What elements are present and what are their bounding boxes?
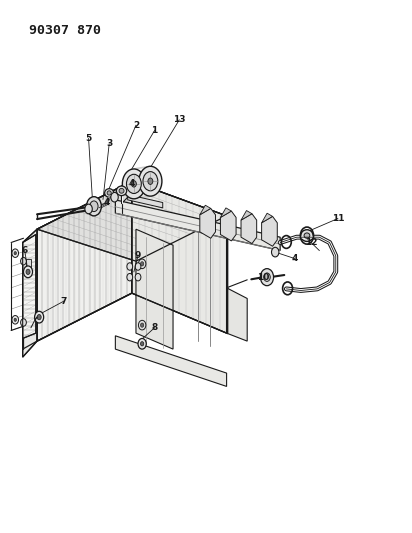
Polygon shape — [37, 181, 132, 341]
Text: 4: 4 — [104, 198, 110, 207]
Circle shape — [26, 269, 30, 274]
Circle shape — [138, 320, 146, 330]
Circle shape — [138, 259, 146, 269]
Text: 10: 10 — [258, 273, 270, 281]
Polygon shape — [23, 235, 36, 338]
Circle shape — [14, 318, 16, 321]
Circle shape — [12, 316, 19, 324]
Polygon shape — [241, 211, 252, 220]
Text: 6: 6 — [21, 246, 28, 255]
Polygon shape — [23, 229, 37, 357]
Text: 2: 2 — [133, 121, 139, 130]
Text: 5: 5 — [85, 134, 92, 143]
Circle shape — [127, 263, 133, 270]
Ellipse shape — [301, 230, 313, 241]
Circle shape — [87, 197, 101, 216]
Circle shape — [35, 311, 44, 323]
Circle shape — [272, 247, 279, 257]
Circle shape — [260, 269, 274, 286]
Circle shape — [23, 266, 33, 278]
Circle shape — [122, 169, 145, 199]
Polygon shape — [200, 205, 211, 215]
Circle shape — [143, 172, 158, 191]
Text: 9: 9 — [135, 252, 141, 260]
Circle shape — [90, 201, 98, 212]
Circle shape — [131, 181, 136, 187]
Polygon shape — [136, 229, 173, 349]
Polygon shape — [115, 336, 227, 386]
Circle shape — [111, 192, 118, 202]
Circle shape — [140, 262, 144, 266]
Text: 4: 4 — [129, 180, 135, 188]
Polygon shape — [241, 214, 257, 244]
Polygon shape — [262, 216, 277, 246]
Polygon shape — [37, 181, 227, 261]
Circle shape — [21, 319, 26, 326]
Circle shape — [127, 273, 133, 281]
Text: 1: 1 — [151, 126, 158, 135]
Text: 11: 11 — [332, 214, 344, 223]
Polygon shape — [200, 208, 215, 238]
Circle shape — [85, 204, 92, 214]
Text: 8: 8 — [151, 324, 158, 332]
Ellipse shape — [116, 186, 127, 196]
Text: 7: 7 — [61, 297, 67, 305]
Circle shape — [139, 166, 162, 196]
Circle shape — [12, 249, 19, 257]
Text: 13: 13 — [173, 116, 185, 124]
Ellipse shape — [304, 233, 310, 238]
Polygon shape — [115, 200, 280, 251]
Circle shape — [37, 314, 41, 320]
Text: 12: 12 — [305, 238, 317, 247]
Polygon shape — [227, 288, 247, 341]
Circle shape — [140, 323, 144, 327]
Text: 90307 870: 90307 870 — [29, 24, 101, 37]
Circle shape — [14, 252, 16, 255]
Polygon shape — [262, 213, 273, 223]
Circle shape — [21, 257, 26, 265]
Polygon shape — [132, 181, 227, 333]
Text: 3: 3 — [106, 140, 112, 148]
Circle shape — [148, 178, 153, 184]
Polygon shape — [220, 208, 232, 217]
Polygon shape — [128, 195, 163, 208]
Text: 4: 4 — [291, 254, 298, 263]
Ellipse shape — [107, 191, 111, 195]
Polygon shape — [220, 211, 236, 241]
Bar — [26, 259, 31, 272]
Ellipse shape — [105, 189, 114, 197]
Circle shape — [138, 338, 146, 349]
Ellipse shape — [119, 188, 124, 193]
Circle shape — [135, 273, 141, 281]
Circle shape — [140, 342, 144, 346]
Circle shape — [264, 273, 270, 281]
Circle shape — [126, 174, 141, 193]
Circle shape — [135, 263, 141, 270]
